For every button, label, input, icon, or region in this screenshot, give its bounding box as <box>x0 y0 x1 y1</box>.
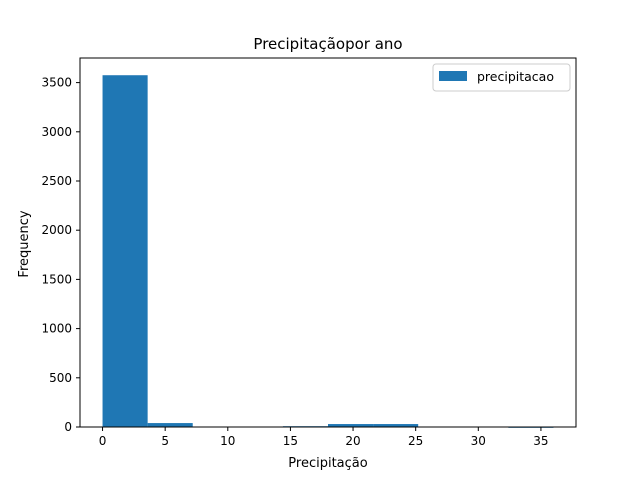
y-axis-ticks: 0 500 1000 1500 2000 2500 3000 3500 <box>41 76 80 434</box>
y-tick-label: 0 <box>64 420 72 434</box>
legend: precipitacao <box>432 63 571 92</box>
x-axis-ticks: 0 5 10 15 20 25 30 35 <box>99 427 549 448</box>
y-tick-label: 2000 <box>41 223 72 237</box>
y-tick-label: 2500 <box>41 174 72 188</box>
x-tick-label: 35 <box>533 434 548 448</box>
y-tick-label: 1000 <box>41 322 72 336</box>
y-tick-label: 500 <box>49 371 72 385</box>
histogram-bar <box>373 424 419 427</box>
legend-label: precipitacao <box>477 69 554 84</box>
x-tick-label: 20 <box>345 434 360 448</box>
y-tick-label: 3000 <box>41 125 72 139</box>
histogram-bar <box>147 423 193 427</box>
x-tick-label: 0 <box>99 434 107 448</box>
legend-swatch <box>439 71 467 81</box>
x-tick-label: 5 <box>161 434 169 448</box>
x-tick-label: 15 <box>283 434 298 448</box>
bars-group <box>102 75 554 428</box>
y-tick-label: 3500 <box>41 76 72 90</box>
legend-box <box>432 63 571 92</box>
histogram-bar <box>102 75 148 427</box>
histogram-bar <box>328 424 374 427</box>
y-axis-label: Frequency <box>17 210 32 277</box>
x-tick-label: 10 <box>220 434 235 448</box>
x-axis-label: Precipitação <box>288 456 367 471</box>
y-tick-label: 1500 <box>41 272 72 286</box>
chart-title: Precipitaçãopor ano <box>253 35 402 53</box>
x-tick-label: 25 <box>408 434 423 448</box>
axes-frame <box>79 57 577 428</box>
x-tick-label: 30 <box>471 434 486 448</box>
